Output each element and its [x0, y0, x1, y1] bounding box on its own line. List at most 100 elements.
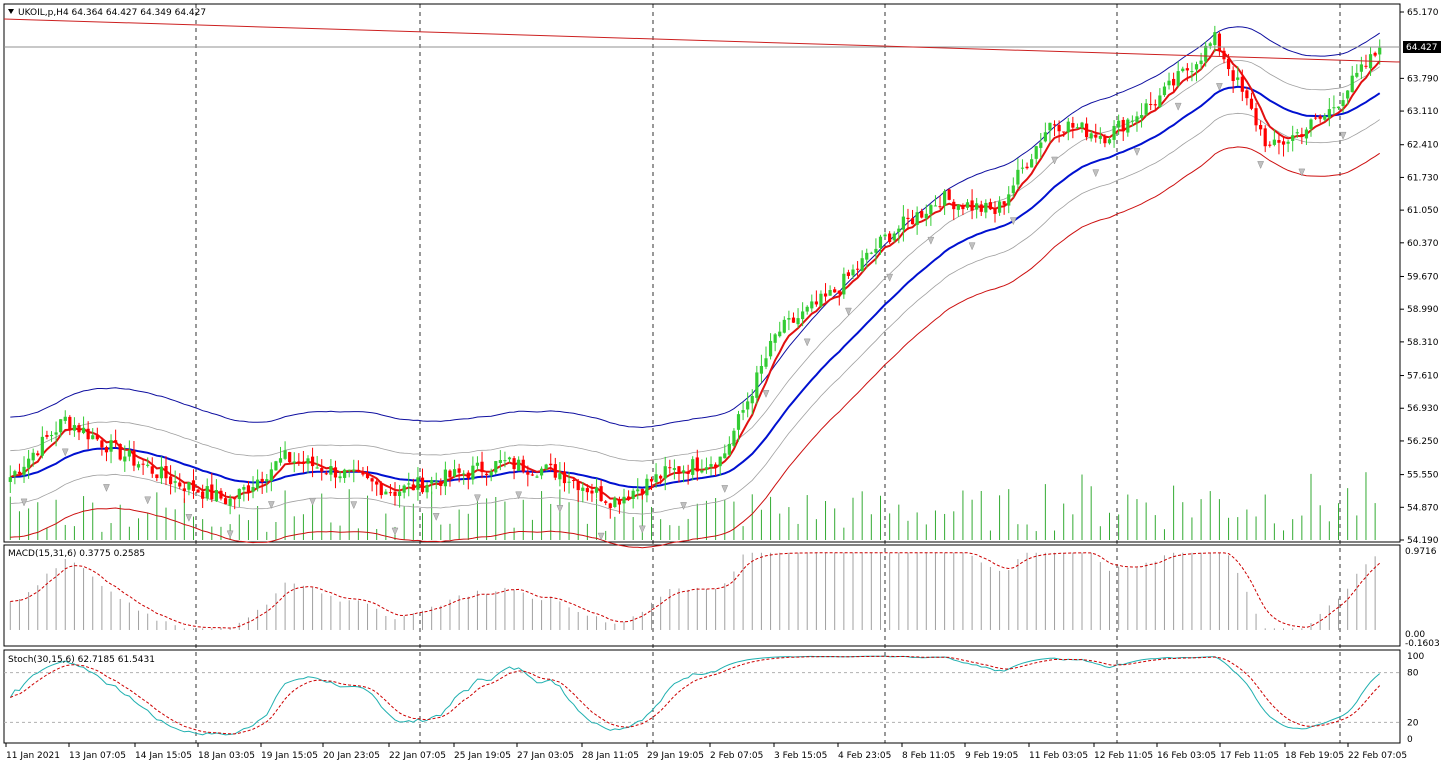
fractal-down-arrow — [1174, 102, 1182, 111]
candle-body — [1135, 116, 1139, 122]
candle-body — [187, 482, 191, 490]
time-label: 28 Jan 11:05 — [582, 751, 639, 761]
candle-body — [265, 479, 269, 482]
candle-body — [1062, 131, 1066, 133]
candle-body — [233, 498, 237, 500]
candle-body — [384, 491, 388, 495]
time-label: 13 Jan 07:05 — [69, 751, 126, 761]
slow-ma-line — [10, 85, 1381, 489]
candle-body — [1071, 122, 1075, 128]
candle-body — [860, 258, 864, 271]
candle-body — [320, 468, 324, 472]
candle-body — [219, 490, 223, 499]
candle-body — [288, 452, 292, 463]
candle-body — [1139, 115, 1144, 118]
candle-body — [201, 491, 205, 499]
candle-body — [1263, 128, 1267, 147]
candle-body — [242, 487, 246, 490]
candle-body — [104, 447, 109, 453]
fractal-down-arrow — [267, 501, 275, 510]
candle-body — [608, 503, 612, 509]
candle-body — [801, 311, 805, 320]
macd-pane[interactable] — [3, 544, 1401, 647]
upper-envelope-line — [10, 26, 1380, 429]
candle-body — [700, 470, 704, 473]
candle-body — [1213, 32, 1217, 45]
candle-body — [1277, 140, 1281, 143]
candle-body — [430, 480, 434, 484]
price-label: 62.410 — [1407, 141, 1439, 151]
candle-body — [1364, 65, 1368, 67]
candle-body — [407, 483, 411, 485]
candle-body — [1295, 132, 1299, 134]
fractal-down-arrow — [432, 513, 440, 521]
candle-body — [95, 435, 99, 440]
candle-body — [1107, 139, 1112, 144]
candle-body — [576, 481, 580, 491]
fractal-down-arrow — [762, 390, 770, 398]
candle-body — [191, 480, 196, 491]
candle-body — [833, 289, 837, 293]
candle-body — [544, 464, 548, 469]
candle-body — [205, 486, 209, 499]
candle-body — [599, 486, 603, 501]
candle-body — [526, 471, 530, 475]
time-label: 22 Feb 07:05 — [1348, 751, 1407, 761]
time-label: 25 Jan 19:05 — [454, 751, 511, 761]
candle-body — [1281, 141, 1286, 145]
candle-body — [8, 477, 12, 482]
candlesticks — [8, 25, 1382, 519]
candle-body — [897, 228, 901, 232]
candle-body — [1149, 104, 1153, 106]
stoch-pane[interactable] — [3, 649, 1401, 744]
candle-body — [1117, 120, 1121, 128]
candle-body — [796, 318, 800, 325]
candle-body — [45, 435, 49, 437]
candle-body — [306, 458, 310, 464]
candle-body — [1313, 117, 1318, 119]
time-axis[interactable]: 11 Jan 2021 13 Jan 07:05 14 Jan 15:05 18 Ja… — [5, 743, 1407, 761]
candle-body — [1181, 68, 1185, 72]
fractal-down-arrow — [1257, 161, 1265, 170]
candle-body — [1057, 125, 1061, 132]
price-axis[interactable]: 65.170 63.790 63.110 62.410 61.730 61.050 60.3… — [1400, 8, 1439, 546]
candle-body — [361, 472, 365, 475]
candle-body — [1236, 77, 1240, 80]
candle-body — [494, 461, 498, 473]
dropdown-triangle-icon[interactable] — [8, 9, 14, 14]
candle-body — [1162, 86, 1167, 96]
candle-body — [819, 293, 823, 307]
candle-body — [714, 464, 718, 468]
fractal-down-arrow — [20, 498, 28, 507]
candle-body — [1323, 116, 1327, 120]
macd-title: MACD(15,31,6) 0.3775 0.2585 — [8, 549, 145, 559]
candle-body — [842, 273, 846, 295]
stoch-signal-line — [10, 655, 1381, 735]
candle-body — [1355, 72, 1359, 77]
stoch-axis-label: 100 — [1407, 652, 1424, 662]
price-label: 59.670 — [1407, 272, 1439, 282]
macd-axis-label: 0.9716 — [1405, 547, 1437, 557]
fractal-down-arrow — [886, 273, 894, 282]
candle-body — [659, 475, 663, 479]
main-pane[interactable] — [3, 3, 1401, 543]
candle-body — [956, 204, 960, 210]
candle-body — [1231, 70, 1235, 82]
candle-body — [123, 456, 127, 462]
candle-body — [993, 209, 997, 214]
candle-body — [1291, 135, 1295, 141]
fractal-down-arrow — [391, 527, 399, 536]
candle-body — [100, 440, 104, 448]
candle-body — [567, 481, 571, 483]
candle-body — [146, 464, 150, 466]
candle-body — [379, 483, 383, 496]
candle-body — [723, 453, 727, 459]
candle-body — [356, 469, 360, 472]
candle-body — [988, 202, 993, 210]
fractal-down-arrow — [556, 505, 564, 513]
fractal-down-arrow — [597, 532, 605, 541]
macd-histogram — [9, 552, 1381, 630]
candle-body — [31, 452, 35, 461]
candle-body — [1002, 201, 1006, 205]
